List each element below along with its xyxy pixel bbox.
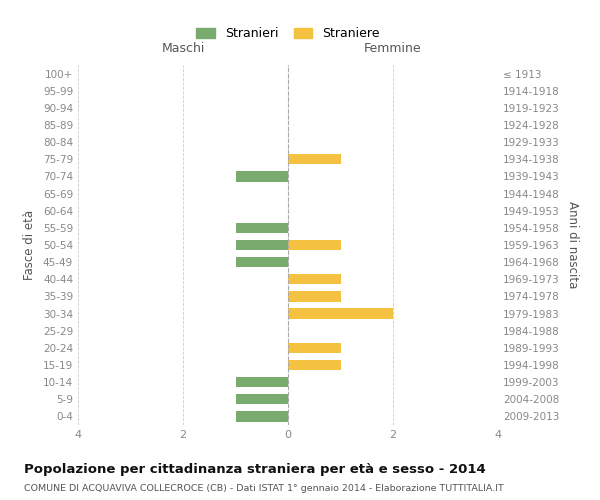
Y-axis label: Fasce di età: Fasce di età [23, 210, 36, 280]
Text: COMUNE DI ACQUAVIVA COLLECROCE (CB) - Dati ISTAT 1° gennaio 2014 - Elaborazione : COMUNE DI ACQUAVIVA COLLECROCE (CB) - Da… [24, 484, 504, 493]
Bar [288, 274, 341, 284]
Legend: Stranieri, Straniere: Stranieri, Straniere [190, 21, 386, 46]
Y-axis label: Anni di nascita: Anni di nascita [566, 202, 579, 288]
Bar [288, 292, 341, 302]
Text: Femmine: Femmine [364, 42, 422, 54]
Bar [288, 342, 341, 353]
Bar [288, 308, 393, 318]
Bar [235, 377, 288, 388]
Text: Maschi: Maschi [161, 42, 205, 54]
Bar [288, 360, 341, 370]
Text: Popolazione per cittadinanza straniera per età e sesso - 2014: Popolazione per cittadinanza straniera p… [24, 462, 486, 475]
Bar [235, 172, 288, 181]
Bar [235, 222, 288, 233]
Bar [235, 412, 288, 422]
Bar [235, 257, 288, 268]
Bar [235, 240, 288, 250]
Bar [288, 240, 341, 250]
Bar [235, 394, 288, 404]
Bar [288, 154, 341, 164]
